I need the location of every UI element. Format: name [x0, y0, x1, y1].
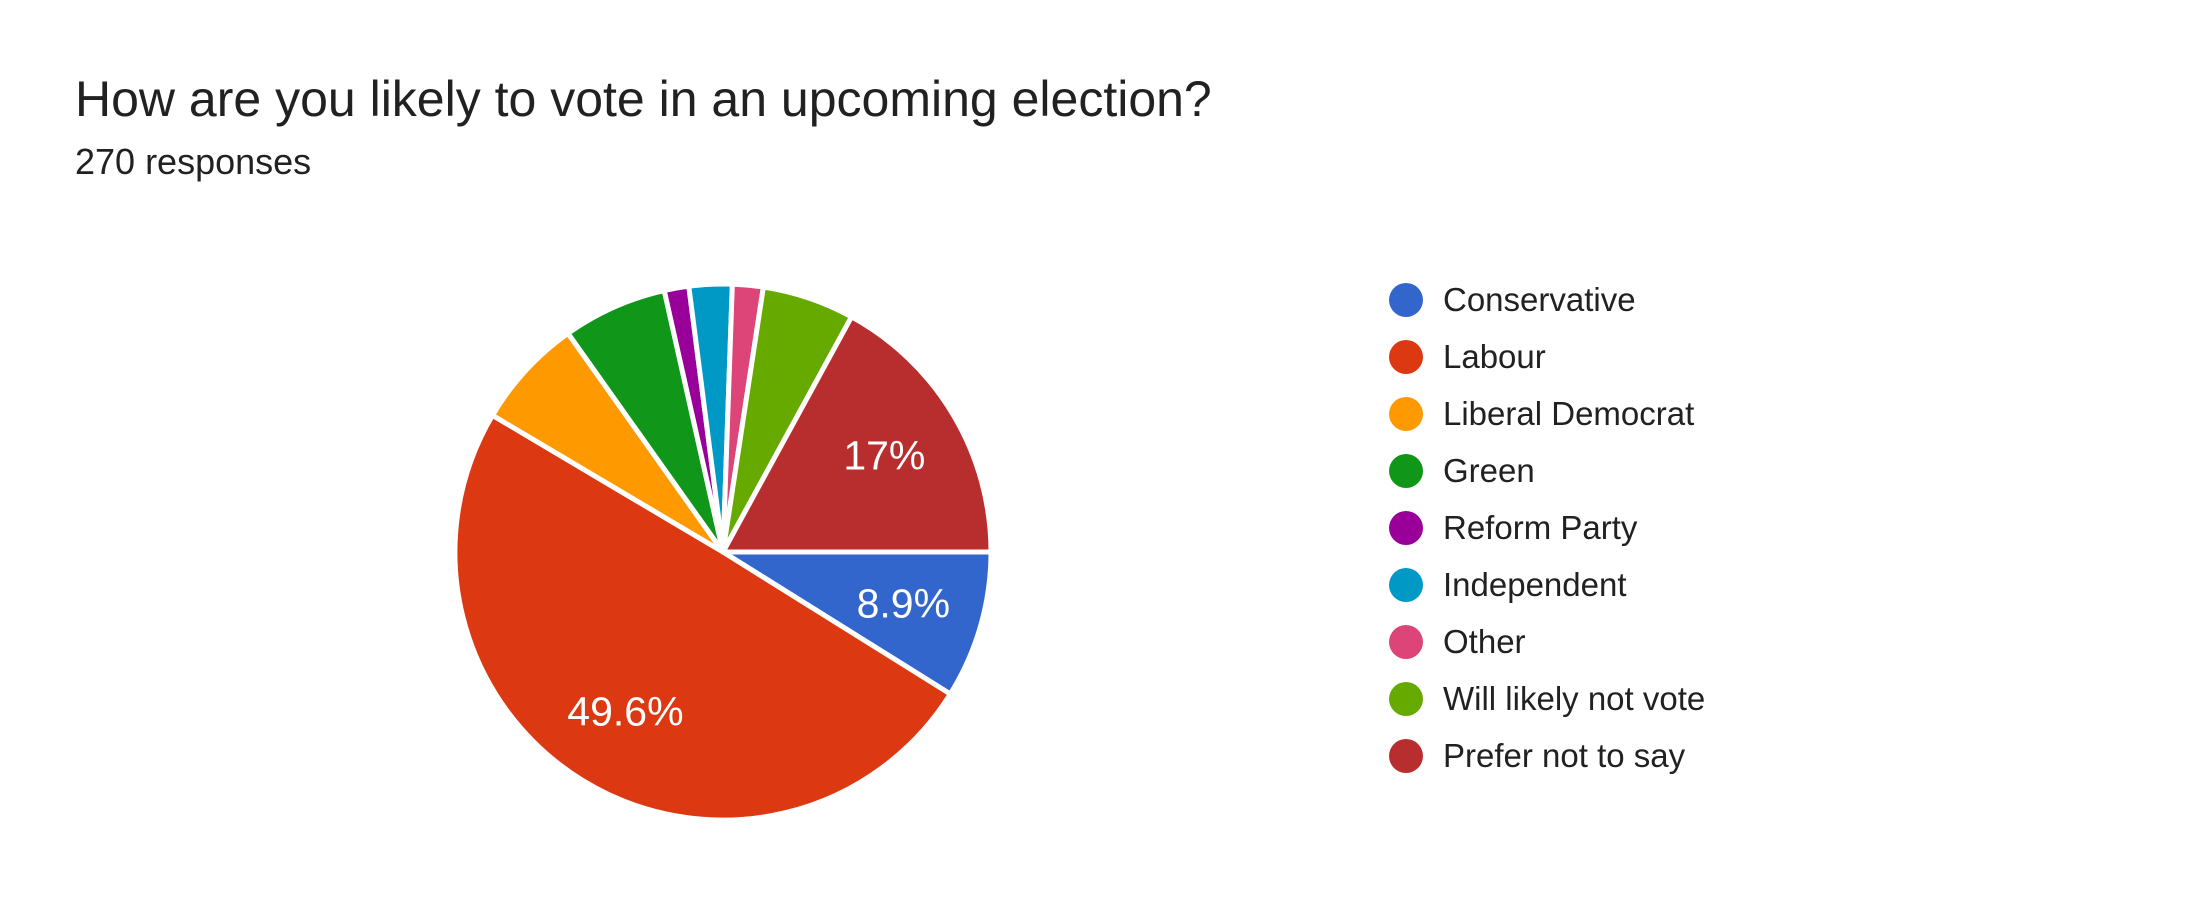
pie-chart: 8.9% 49.6% 17%	[440, 269, 1006, 835]
pie-slice-conservative[interactable]	[720, 549, 994, 697]
legend-color-dot-icon	[1389, 453, 1423, 488]
legend-item-label: Conservative	[1443, 280, 1636, 318]
legend-item-label: Prefer not to say	[1443, 737, 1686, 775]
legend-item-label: Liberal Democrat	[1443, 394, 1695, 432]
legend-color-dot-icon	[1389, 396, 1423, 431]
legend-item-independent: Independent	[1389, 556, 1705, 613]
legend-item-label: Labour	[1443, 337, 1546, 375]
pie-slice-prefer-not-to-say[interactable]	[720, 314, 994, 555]
legend-color-dot-icon	[1389, 625, 1423, 660]
legend-item-labour: Labour	[1389, 328, 1705, 385]
response-count: 270 responses	[75, 141, 312, 182]
legend-color-dot-icon	[1389, 339, 1423, 374]
question-title: How are you likely to vote in an upcomin…	[75, 71, 1212, 127]
legend-item-conservative: Conservative	[1389, 271, 1705, 328]
legend-item-reform-party: Reform Party	[1389, 499, 1705, 556]
legend-item-prefer-not-to-say: Prefer not to say	[1389, 728, 1705, 785]
legend-color-dot-icon	[1389, 282, 1423, 317]
legend-color-dot-icon	[1389, 739, 1423, 774]
pie-chart-svg	[452, 281, 994, 823]
legend-item-green: Green	[1389, 442, 1705, 499]
chart-legend: Conservative Labour Liberal Democrat Green R…	[1389, 271, 1705, 785]
legend-item-label: Reform Party	[1443, 508, 1638, 546]
pie-slice-labour[interactable]	[452, 412, 953, 823]
legend-color-dot-icon	[1389, 568, 1423, 603]
legend-item-label: Will likely not vote	[1443, 680, 1706, 718]
legend-item-label: Independent	[1443, 566, 1627, 604]
legend-item-label: Green	[1443, 451, 1535, 489]
legend-item-other: Other	[1389, 614, 1705, 671]
legend-item-label: Other	[1443, 623, 1526, 661]
legend-color-dot-icon	[1389, 682, 1423, 717]
legend-item-liberal-democrat: Liberal Democrat	[1389, 385, 1705, 442]
legend-item-will-likely-not-vote: Will likely not vote	[1389, 671, 1705, 728]
legend-color-dot-icon	[1389, 510, 1423, 545]
